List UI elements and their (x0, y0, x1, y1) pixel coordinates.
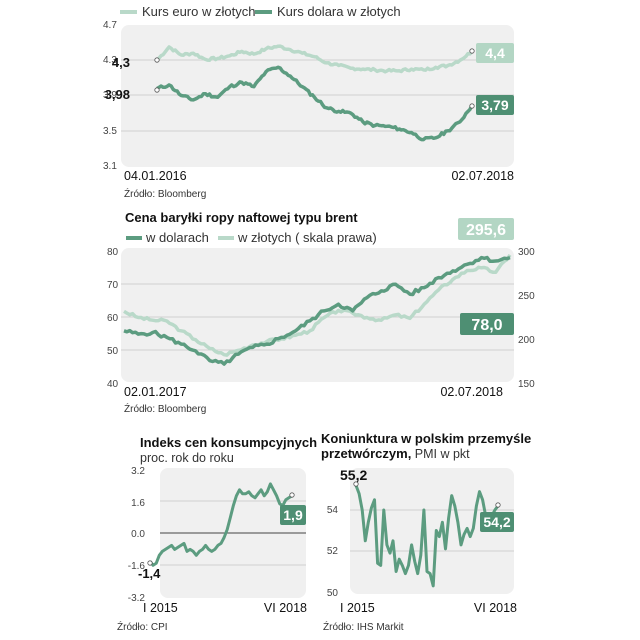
oil-end-badge-pln (458, 218, 514, 240)
cpi-x-end: VI 2018 (264, 601, 307, 615)
oil-chart: Cena baryłki ropy naftowej typu brent w … (107, 210, 535, 415)
pmi-y-ticks: 54 52 50 (327, 505, 339, 599)
fx-x-start: 04.01.2016 (124, 169, 187, 183)
euro-series-line (155, 44, 474, 74)
usd-start-label: 3,98 (105, 87, 130, 102)
cpi-series-line (148, 482, 293, 567)
y-tick: 3.9 (103, 90, 117, 101)
cpi-y-ticks: 3.2 1.6 0.0 -1.6 -3.2 (128, 466, 146, 604)
pmi-title-line1: Koniunktura w polskim przemyśle (321, 431, 531, 446)
endpoint-marker (154, 87, 160, 93)
cpi-chart: Indeks cen konsumpcyjnych proc. rok do r… (117, 435, 317, 633)
usd-end-label: 3,79 (481, 97, 508, 113)
legend-pln-oil-label: w złotych ( skala prawa) (237, 230, 377, 245)
y-tick: 52 (327, 546, 339, 557)
y-tick: 1.6 (131, 498, 145, 509)
pmi-title-line2-unit: PMI w pkt (411, 447, 470, 461)
cpi-end-label: 1,9 (283, 507, 303, 523)
endpoint-marker (469, 48, 475, 54)
y-tick-right: 200 (518, 335, 535, 346)
oil-y-ticks-right: 300 250 200 150 (518, 247, 535, 390)
y-tick-right: 300 (518, 247, 535, 258)
oil-end-label-usd: 78,0 (471, 317, 502, 334)
endpoint-marker (495, 502, 501, 508)
fx-y-ticks: 4.7 4.3 3.9 3.5 3.1 (103, 20, 117, 172)
cpi-start-label: -1,4 (138, 566, 161, 581)
y-tick-left: 60 (107, 313, 119, 324)
usd-series-line (156, 65, 474, 142)
y-tick: 4.3 (103, 55, 117, 66)
pmi-source: Źródło: IHS Markit (323, 620, 404, 633)
legend-euro-label: Kurs euro w złotych (142, 4, 255, 19)
oil-pln-series-line (123, 253, 512, 357)
pmi-series-line (354, 484, 500, 588)
y-tick: 3.2 (131, 466, 145, 477)
cpi-subtitle: proc. rok do roku (140, 451, 234, 465)
y-tick-left: 80 (107, 247, 119, 258)
y-tick: 3.5 (103, 126, 117, 137)
endpoint-marker (353, 481, 359, 487)
pmi-x-end: VI 2018 (474, 601, 517, 615)
oil-end-badge-usd (460, 313, 514, 335)
oil-end-label-pln: 295,6 (466, 222, 506, 239)
pmi-title-line2: przetwórczym, PMI w pkt (321, 446, 470, 461)
endpoint-marker (154, 57, 160, 63)
y-tick: 50 (327, 588, 339, 599)
endpoint-marker (147, 560, 153, 566)
y-tick: 0.0 (131, 529, 145, 540)
euro-start-label: 4,3 (112, 55, 130, 70)
y-tick: -1.6 (128, 561, 146, 572)
legend-usd-label: Kurs dolara w złotych (277, 4, 401, 19)
pmi-end-label: 54,2 (483, 514, 510, 530)
endpoint-marker (469, 103, 475, 109)
fx-chart: Kurs euro w złotych Kurs dolara w złotyc… (103, 4, 514, 200)
cpi-x-start: I 2015 (143, 601, 178, 615)
euro-end-badge (476, 43, 514, 63)
oil-x-end: 02.07.2018 (440, 385, 503, 399)
pmi-plot-panel (350, 468, 514, 594)
oil-x-start: 02.01.2017 (124, 385, 187, 399)
pmi-chart: Koniunktura w polskim przemyśle przetwór… (321, 431, 531, 633)
oil-usd-series-line (123, 255, 511, 366)
y-tick-left: 50 (107, 346, 119, 357)
pmi-x-start: I 2015 (340, 601, 375, 615)
cpi-end-badge (280, 505, 306, 525)
euro-end-label: 4,4 (485, 45, 505, 61)
y-tick: 54 (327, 505, 339, 516)
y-tick: 4.7 (103, 20, 117, 31)
legend-usd-oil-label: w dolarach (145, 230, 209, 245)
y-tick: -3.2 (128, 593, 146, 604)
cpi-gridlines (160, 500, 306, 566)
oil-y-ticks-left: 80 70 60 50 40 (107, 247, 119, 390)
fx-x-end: 02.07.2018 (451, 169, 514, 183)
fx-source: Źródło: Bloomberg (124, 187, 206, 200)
usd-end-badge (476, 95, 514, 115)
y-tick-right: 250 (518, 291, 535, 302)
oil-source: Źródło: Bloomberg (124, 402, 206, 415)
y-tick: 3.1 (103, 161, 117, 172)
cpi-title: Indeks cen konsumpcyjnych (140, 435, 317, 450)
y-tick-left: 40 (107, 379, 119, 390)
cpi-source: Źródło: CPI (117, 620, 168, 633)
pmi-start-label: 55,2 (340, 467, 367, 483)
oil-title: Cena baryłki ropy naftowej typu brent (125, 210, 358, 225)
y-tick-right: 150 (518, 379, 535, 390)
endpoint-marker (289, 492, 295, 498)
pmi-end-badge (480, 512, 514, 532)
pmi-title-line2-bold: przetwórczym, (321, 446, 411, 461)
y-tick-left: 70 (107, 280, 119, 291)
